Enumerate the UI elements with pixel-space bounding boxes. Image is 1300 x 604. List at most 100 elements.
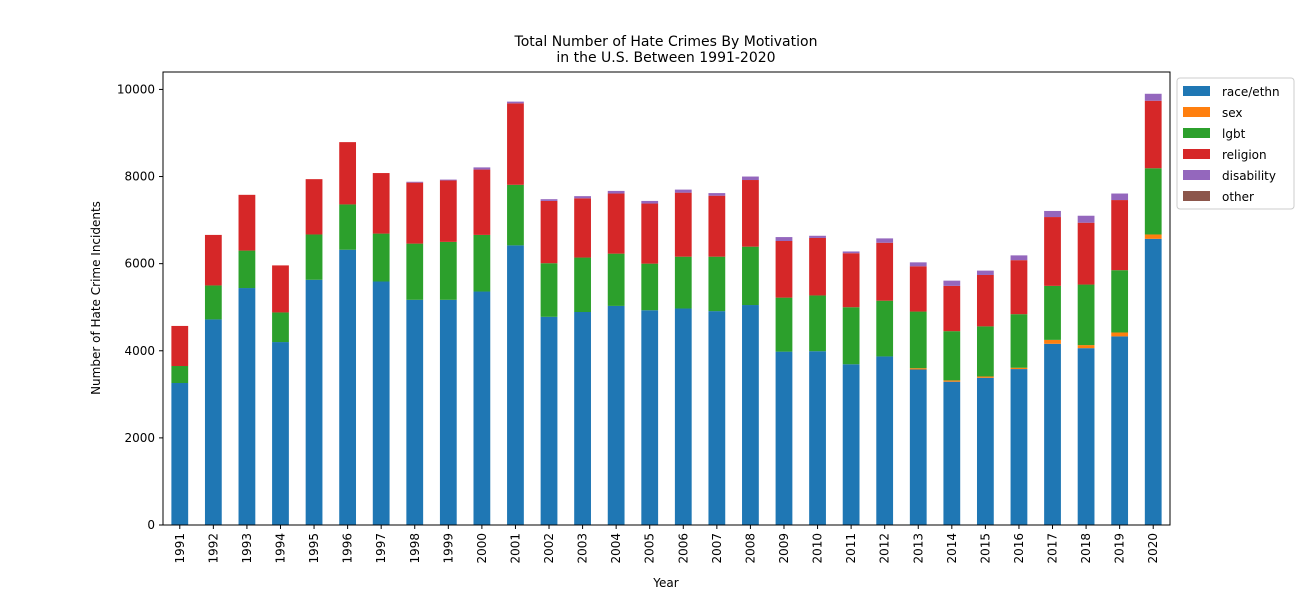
- x-tick-label: 2017: [1046, 533, 1060, 564]
- bar-segment-religion-2018: [1077, 222, 1095, 285]
- bar-segment-lgbt-2000: [473, 234, 491, 292]
- bar-segment-race-ethn-2014: [943, 381, 961, 525]
- bar-segment-religion-2009: [775, 241, 793, 298]
- bar-segment-sex-2014: [943, 380, 961, 382]
- chart-title: Total Number of Hate Crimes By Motivatio…: [514, 34, 818, 66]
- bar-segment-race-ethn-1993: [238, 288, 256, 525]
- bar-segment-religion-2004: [607, 193, 625, 254]
- chart-title-line: in the U.S. Between 1991-2020: [556, 50, 775, 66]
- y-tick-label: 10000: [117, 82, 155, 96]
- bar-segment-lgbt-2002: [540, 263, 558, 317]
- bar-segment-religion-2015: [976, 274, 994, 327]
- bar-segment-disability-2008: [742, 176, 759, 181]
- bar-segment-lgbt-1994: [272, 312, 289, 343]
- bar-segment-disability-2013: [909, 262, 927, 267]
- bar-segment-race-ethn-2009: [775, 351, 793, 525]
- bar-segment-race-ethn-1999: [439, 299, 457, 525]
- legend-label-sex: sex: [1222, 106, 1243, 120]
- bar-segment-religion-2019: [1111, 200, 1129, 271]
- bar-segment-disability-2019: [1111, 193, 1129, 201]
- bar-segment-sex-2015: [976, 376, 994, 378]
- x-tick-label: 1997: [374, 533, 388, 564]
- bar-segment-religion-2016: [1010, 260, 1028, 315]
- bar-segment-race-ethn-2016: [1010, 369, 1028, 525]
- bar-segment-lgbt-2007: [708, 256, 726, 312]
- bar-segment-race-ethn-1995: [305, 279, 323, 525]
- bar-segment-race-ethn-1994: [272, 342, 289, 525]
- bar-segment-race-ethn-2018: [1077, 348, 1095, 525]
- bar-segment-lgbt-2001: [507, 184, 524, 246]
- bar-segment-race-ethn-1991: [171, 383, 189, 525]
- bar-segment-lgbt-2008: [742, 246, 759, 306]
- legend-swatch-race-ethn: [1183, 86, 1210, 96]
- bar-segment-religion-1999: [439, 180, 457, 242]
- y-tick-label: 8000: [124, 170, 155, 184]
- x-tick-label: 1992: [206, 533, 220, 564]
- bar-segment-lgbt-2004: [607, 253, 625, 306]
- bar-segment-religion-1993: [238, 194, 256, 251]
- bar-segment-disability-2020: [1144, 93, 1162, 101]
- bar-segment-disability-2002: [540, 199, 558, 201]
- bar-segment-lgbt-1995: [305, 234, 323, 280]
- bar-segment-lgbt-2013: [909, 311, 927, 369]
- bar-segment-race-ethn-2012: [876, 356, 894, 525]
- x-tick-label: 2004: [609, 533, 623, 564]
- legend-label-religion: religion: [1222, 148, 1267, 162]
- bar-segment-religion-1991: [171, 325, 189, 367]
- bar-segment-disability-2011: [842, 251, 860, 254]
- x-tick-label: 2018: [1079, 533, 1093, 564]
- x-tick-label: 2015: [978, 533, 992, 564]
- legend-items: race/ethn sex lgbt religion disability other: [1183, 85, 1280, 204]
- x-tick-label: 2014: [945, 533, 959, 564]
- bar-segment-lgbt-2005: [641, 263, 659, 311]
- bar-segment-disability-1999: [439, 179, 457, 181]
- bar-segment-religion-2011: [842, 253, 860, 308]
- chart-title-line: Total Number of Hate Crimes By Motivatio…: [514, 34, 818, 50]
- bar-segment-lgbt-2020: [1144, 168, 1162, 235]
- bar-segment-disability-2000: [473, 167, 491, 170]
- y-tick-label: 6000: [124, 257, 155, 271]
- bars-layer: [171, 93, 1162, 526]
- x-tick-label: 2001: [508, 533, 522, 564]
- bar-segment-lgbt-2006: [674, 256, 692, 309]
- bar-segment-disability-2009: [775, 237, 793, 241]
- x-tick-label: 2020: [1146, 533, 1160, 564]
- bar-segment-race-ethn-1997: [372, 281, 390, 525]
- bar-segment-sex-2016: [1010, 367, 1028, 370]
- y-axis-label: Number of Hate Crime Incidents: [89, 201, 103, 395]
- bar-segment-religion-1997: [372, 173, 390, 234]
- y-tick-label: 4000: [124, 344, 155, 358]
- x-tick-label: 2010: [811, 533, 825, 564]
- bar-segment-religion-1998: [406, 182, 424, 244]
- x-tick-label: 1995: [307, 533, 321, 564]
- x-tick-label: 1998: [408, 533, 422, 564]
- bar-segment-race-ethn-1996: [339, 249, 357, 525]
- bar-segment-lgbt-1997: [372, 233, 390, 282]
- bar-segment-disability-2010: [809, 235, 826, 238]
- bar-segment-religion-1995: [305, 179, 323, 235]
- bar-segment-sex-2018: [1077, 345, 1095, 349]
- legend-label-disability: disability: [1222, 169, 1276, 183]
- bar-segment-race-ethn-2010: [809, 351, 826, 525]
- bar-segment-disability-2001: [507, 101, 524, 104]
- bar-segment-lgbt-2011: [842, 307, 860, 365]
- bar-segment-religion-1992: [204, 234, 222, 286]
- bar-segment-lgbt-2009: [775, 297, 793, 352]
- x-tick-label: 1991: [173, 533, 187, 564]
- bar-segment-disability-2003: [574, 196, 591, 199]
- legend-swatch-sex: [1183, 107, 1210, 117]
- x-tick-label: 1999: [441, 533, 455, 564]
- bar-segment-disability-2005: [641, 200, 659, 204]
- x-tick-label: 2016: [1012, 533, 1026, 564]
- y-axis: 0 2000 4000 6000 8000 10000: [117, 82, 163, 532]
- bar-segment-lgbt-2016: [1010, 314, 1028, 368]
- x-tick-label: 1994: [273, 533, 287, 564]
- x-tick-label: 2008: [743, 533, 757, 564]
- bar-segment-race-ethn-2000: [473, 291, 491, 525]
- legend: race/ethn sex lgbt religion disability other: [1176, 77, 1295, 210]
- y-tick-label: 2000: [124, 431, 155, 445]
- bar-segment-disability-2016: [1010, 255, 1028, 261]
- bar-segment-religion-2008: [742, 180, 759, 247]
- bar-segment-religion-2001: [507, 103, 524, 185]
